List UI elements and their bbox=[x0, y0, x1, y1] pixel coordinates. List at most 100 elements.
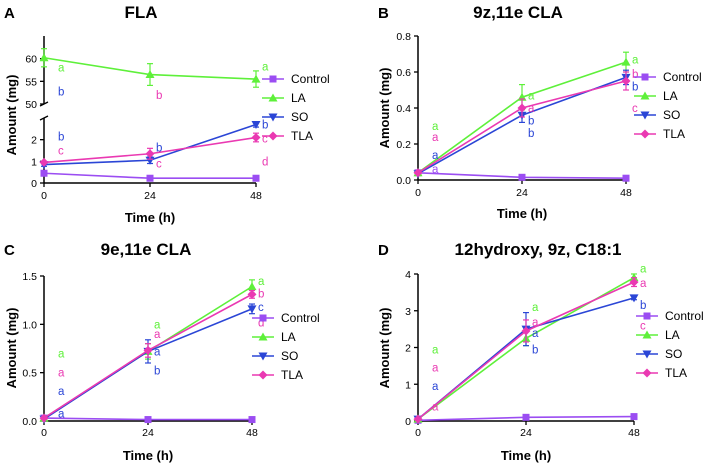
significance-letter: b bbox=[640, 300, 646, 312]
significance-letter: d bbox=[262, 156, 268, 168]
data-point bbox=[629, 277, 639, 287]
legend-marker bbox=[268, 113, 278, 122]
legend: Control LA SO TLA bbox=[252, 311, 320, 382]
y-tick-label: 50 bbox=[25, 99, 37, 111]
data-point bbox=[248, 416, 256, 424]
series-so bbox=[413, 294, 639, 424]
x-tick-label: 48 bbox=[628, 427, 640, 439]
panel-label: B bbox=[378, 5, 389, 22]
x-tick-label: 0 bbox=[415, 427, 421, 439]
series-tla bbox=[39, 132, 261, 167]
legend: Control LA SO TLA bbox=[636, 309, 704, 380]
x-tick-label: 24 bbox=[144, 190, 156, 202]
x-tick-label: 0 bbox=[415, 187, 421, 199]
y-tick-label: 0.0 bbox=[22, 416, 37, 428]
significance-letter: a bbox=[432, 121, 439, 133]
data-point bbox=[251, 74, 261, 83]
y-axis-title: Amount (mg) bbox=[377, 68, 392, 149]
y-tick-label: 4 bbox=[405, 269, 411, 281]
y-tick-label: 0 bbox=[405, 416, 411, 428]
legend-label: Control bbox=[281, 311, 320, 325]
significance-letter: a bbox=[258, 276, 265, 288]
significance-letter: c bbox=[58, 146, 64, 158]
axis-break-mark bbox=[39, 115, 49, 121]
significance-letter: d bbox=[258, 317, 264, 329]
y-tick-label: 0.8 bbox=[396, 31, 411, 43]
x-tick-label: 48 bbox=[250, 190, 262, 202]
legend-label: LA bbox=[663, 89, 678, 103]
legend-marker bbox=[258, 370, 268, 380]
y-axis-title: Amount (mg) bbox=[4, 75, 19, 156]
legend-label: LA bbox=[665, 328, 680, 342]
series-so bbox=[39, 303, 257, 424]
significance-letter: a bbox=[432, 150, 439, 162]
data-point bbox=[621, 57, 631, 66]
legend-label: LA bbox=[281, 330, 296, 344]
significance-letter: a bbox=[432, 363, 439, 375]
series-tla bbox=[39, 289, 257, 423]
legend-marker bbox=[643, 312, 651, 320]
legend-marker bbox=[640, 129, 650, 139]
x-tick-label: 0 bbox=[41, 427, 47, 439]
legend-label: TLA bbox=[663, 127, 685, 141]
data-point bbox=[518, 173, 526, 181]
legend-marker bbox=[259, 314, 267, 322]
data-point bbox=[39, 53, 49, 62]
significance-letter: c bbox=[258, 302, 264, 314]
legend-label: SO bbox=[665, 347, 682, 361]
x-axis-title: Time (h) bbox=[123, 448, 173, 463]
data-point bbox=[39, 157, 49, 167]
x-tick-label: 48 bbox=[620, 187, 632, 199]
x-tick-label: 24 bbox=[520, 427, 532, 439]
significance-letter: a bbox=[154, 319, 161, 331]
y-tick-label: 2 bbox=[31, 135, 37, 147]
x-axis-title: Time (h) bbox=[501, 448, 551, 463]
legend-label: TLA bbox=[291, 129, 313, 143]
legend-label: Control bbox=[291, 72, 330, 86]
data-point bbox=[622, 174, 630, 182]
data-point bbox=[521, 326, 531, 336]
legend-label: Control bbox=[663, 70, 702, 84]
data-point bbox=[413, 414, 423, 424]
legend-marker bbox=[642, 330, 652, 339]
data-point bbox=[522, 413, 530, 421]
data-point bbox=[143, 345, 153, 355]
y-tick-label: 0.5 bbox=[22, 368, 37, 380]
x-tick-label: 24 bbox=[516, 187, 528, 199]
panel-title: FLA bbox=[124, 3, 157, 22]
y-tick-label: 1 bbox=[31, 156, 37, 168]
x-tick-label: 48 bbox=[246, 427, 258, 439]
y-tick-label: 1.5 bbox=[22, 271, 37, 283]
data-point bbox=[413, 168, 423, 178]
legend-marker bbox=[258, 332, 268, 341]
series-tla bbox=[413, 277, 639, 424]
y-axis-title: Amount (mg) bbox=[4, 308, 19, 389]
legend: Control LA SO TLA bbox=[634, 70, 702, 141]
significance-letter: a bbox=[532, 328, 539, 340]
data-point bbox=[40, 169, 48, 177]
data-point bbox=[251, 121, 261, 129]
data-point bbox=[252, 174, 260, 182]
series-line bbox=[417, 281, 635, 420]
significance-letter: a bbox=[154, 346, 161, 358]
significance-letter: a bbox=[432, 401, 439, 413]
series-control bbox=[40, 414, 256, 424]
series-la bbox=[39, 48, 261, 88]
data-point bbox=[251, 133, 261, 142]
legend-label: SO bbox=[291, 110, 308, 124]
legend-label: SO bbox=[281, 349, 298, 363]
series-control bbox=[40, 169, 260, 182]
series-tla bbox=[413, 71, 631, 178]
panel-C: C 9e,11e CLA 0.0 0.5 1.0 1.5 0 24 48 Time (h) Amou… bbox=[4, 240, 320, 463]
legend-marker bbox=[640, 91, 650, 100]
panel-label: A bbox=[4, 5, 15, 22]
series-line bbox=[43, 308, 253, 420]
y-tick-label: 1 bbox=[405, 379, 411, 391]
data-point bbox=[247, 282, 257, 291]
significance-letter: a bbox=[262, 61, 269, 73]
panel-title: 9e,11e CLA bbox=[101, 240, 192, 259]
data-point bbox=[146, 174, 154, 182]
series-so bbox=[39, 121, 261, 170]
panel-label: D bbox=[378, 242, 389, 259]
